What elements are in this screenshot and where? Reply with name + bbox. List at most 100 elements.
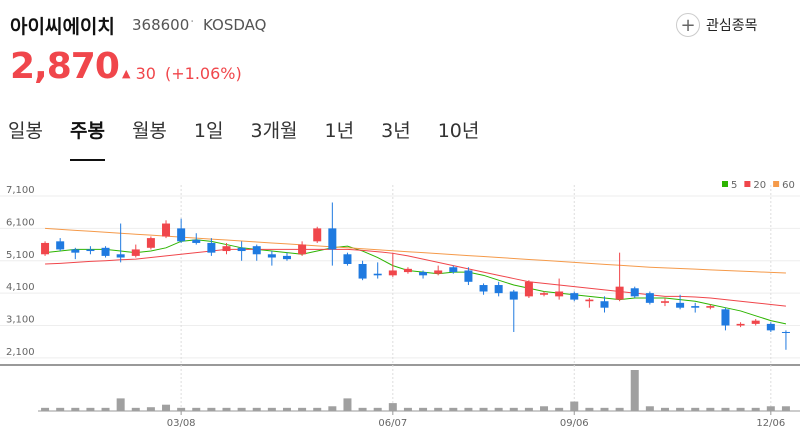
volume-bar — [766, 406, 775, 411]
volume-bar — [585, 407, 594, 411]
period-tab[interactable]: 주봉 — [69, 116, 105, 161]
market: KOSDAQ — [203, 16, 267, 34]
stock-name: 아이씨에이치 — [10, 16, 115, 38]
legend-swatch — [744, 181, 751, 187]
change-percent: (+1.06%) — [165, 64, 242, 83]
volume-bar — [162, 404, 171, 411]
volume-bar — [524, 407, 533, 411]
candle-body — [524, 281, 533, 297]
volume-bar — [116, 398, 125, 411]
watchlist-button[interactable]: + 관심종목 — [676, 12, 758, 38]
volume-bar — [86, 407, 95, 411]
volume-bar — [192, 407, 201, 411]
volume-bar — [494, 407, 503, 411]
volume-bar — [313, 407, 322, 411]
period-tab[interactable]: 3개월 — [250, 120, 298, 142]
legend-label: 20 — [753, 180, 766, 191]
volume-bar — [555, 407, 564, 411]
candle-body — [56, 241, 65, 250]
candle-body — [706, 306, 715, 308]
volume-bar — [449, 407, 458, 411]
volume-bar — [343, 398, 352, 411]
candle-body — [86, 249, 95, 252]
candle-body — [328, 228, 337, 250]
separator: · — [190, 14, 195, 30]
volume-bar — [600, 407, 609, 411]
legend-swatch — [773, 181, 780, 187]
candle-body — [343, 254, 352, 264]
x-tick-label: 06/07 — [378, 418, 407, 429]
period-tab[interactable]: 1일 — [193, 120, 224, 142]
change: ▲ 30 — [122, 64, 156, 83]
volume-bar — [570, 401, 579, 411]
volume-bar — [540, 406, 549, 411]
volume-bar — [177, 407, 186, 411]
period-tab[interactable]: 월봉 — [131, 120, 167, 142]
volume-bar — [207, 407, 216, 411]
candle-body — [434, 270, 443, 274]
y-tick-label: 7,100 — [6, 185, 35, 196]
volume-bar — [676, 407, 685, 411]
period-tab[interactable]: 일봉 — [8, 120, 43, 142]
volume-bar — [282, 407, 291, 411]
volume-bar — [464, 407, 473, 411]
volume-bar — [645, 406, 654, 411]
volume-bar — [419, 407, 428, 411]
volume-bar — [131, 407, 140, 411]
volume-bar — [146, 407, 155, 411]
y-tick-label: 6,100 — [6, 217, 35, 228]
ma-line — [45, 239, 787, 325]
volume-bar — [328, 406, 337, 411]
volume-bar — [237, 407, 246, 411]
stock-code: 368600 — [132, 16, 190, 34]
candle-body — [660, 301, 669, 303]
candle-body — [373, 273, 382, 276]
volume-bar — [721, 407, 730, 411]
volume-bar — [101, 407, 110, 411]
volume-bar — [56, 407, 65, 411]
candle-body — [464, 270, 473, 282]
candle-body — [494, 285, 503, 294]
candle-body — [751, 320, 760, 324]
candle-body — [116, 254, 125, 258]
candle-body — [222, 246, 231, 252]
candle-body — [570, 293, 579, 300]
candle-body — [691, 306, 700, 308]
candle-body — [721, 309, 730, 326]
candle-body — [41, 242, 50, 255]
volume-bar — [630, 370, 639, 411]
candle-body — [555, 291, 564, 297]
candle-body — [600, 301, 609, 308]
period-tab[interactable]: 1년 — [324, 120, 355, 142]
candle-body — [403, 268, 412, 273]
ma-line — [45, 227, 786, 274]
volume-bar — [222, 407, 231, 411]
candle-body — [766, 323, 775, 331]
volume-bar — [751, 407, 760, 411]
candle-body — [298, 244, 307, 255]
ma-line — [45, 248, 786, 307]
candle-body — [540, 293, 549, 295]
candle-body — [419, 272, 428, 276]
candle-body — [781, 331, 790, 333]
price: 2,870 — [10, 46, 120, 87]
legend-label: 60 — [782, 180, 795, 191]
volume-bar — [267, 407, 276, 411]
period-tab[interactable]: 10년 — [437, 120, 480, 142]
change-value: 30 — [135, 64, 156, 83]
candle-body — [630, 288, 639, 297]
volume-bar — [781, 406, 790, 411]
legend-label: 5 — [731, 180, 737, 191]
candle-body — [676, 302, 685, 308]
volume-bar — [615, 407, 624, 411]
period-tab[interactable]: 3년 — [381, 120, 411, 142]
volume-bar — [691, 407, 700, 411]
volume-bar — [509, 407, 518, 411]
plus-icon: + — [676, 13, 700, 37]
candle-body — [131, 249, 140, 256]
candle-body — [207, 242, 216, 253]
volume-bar — [403, 407, 412, 411]
y-tick-label: 2,100 — [6, 347, 35, 358]
